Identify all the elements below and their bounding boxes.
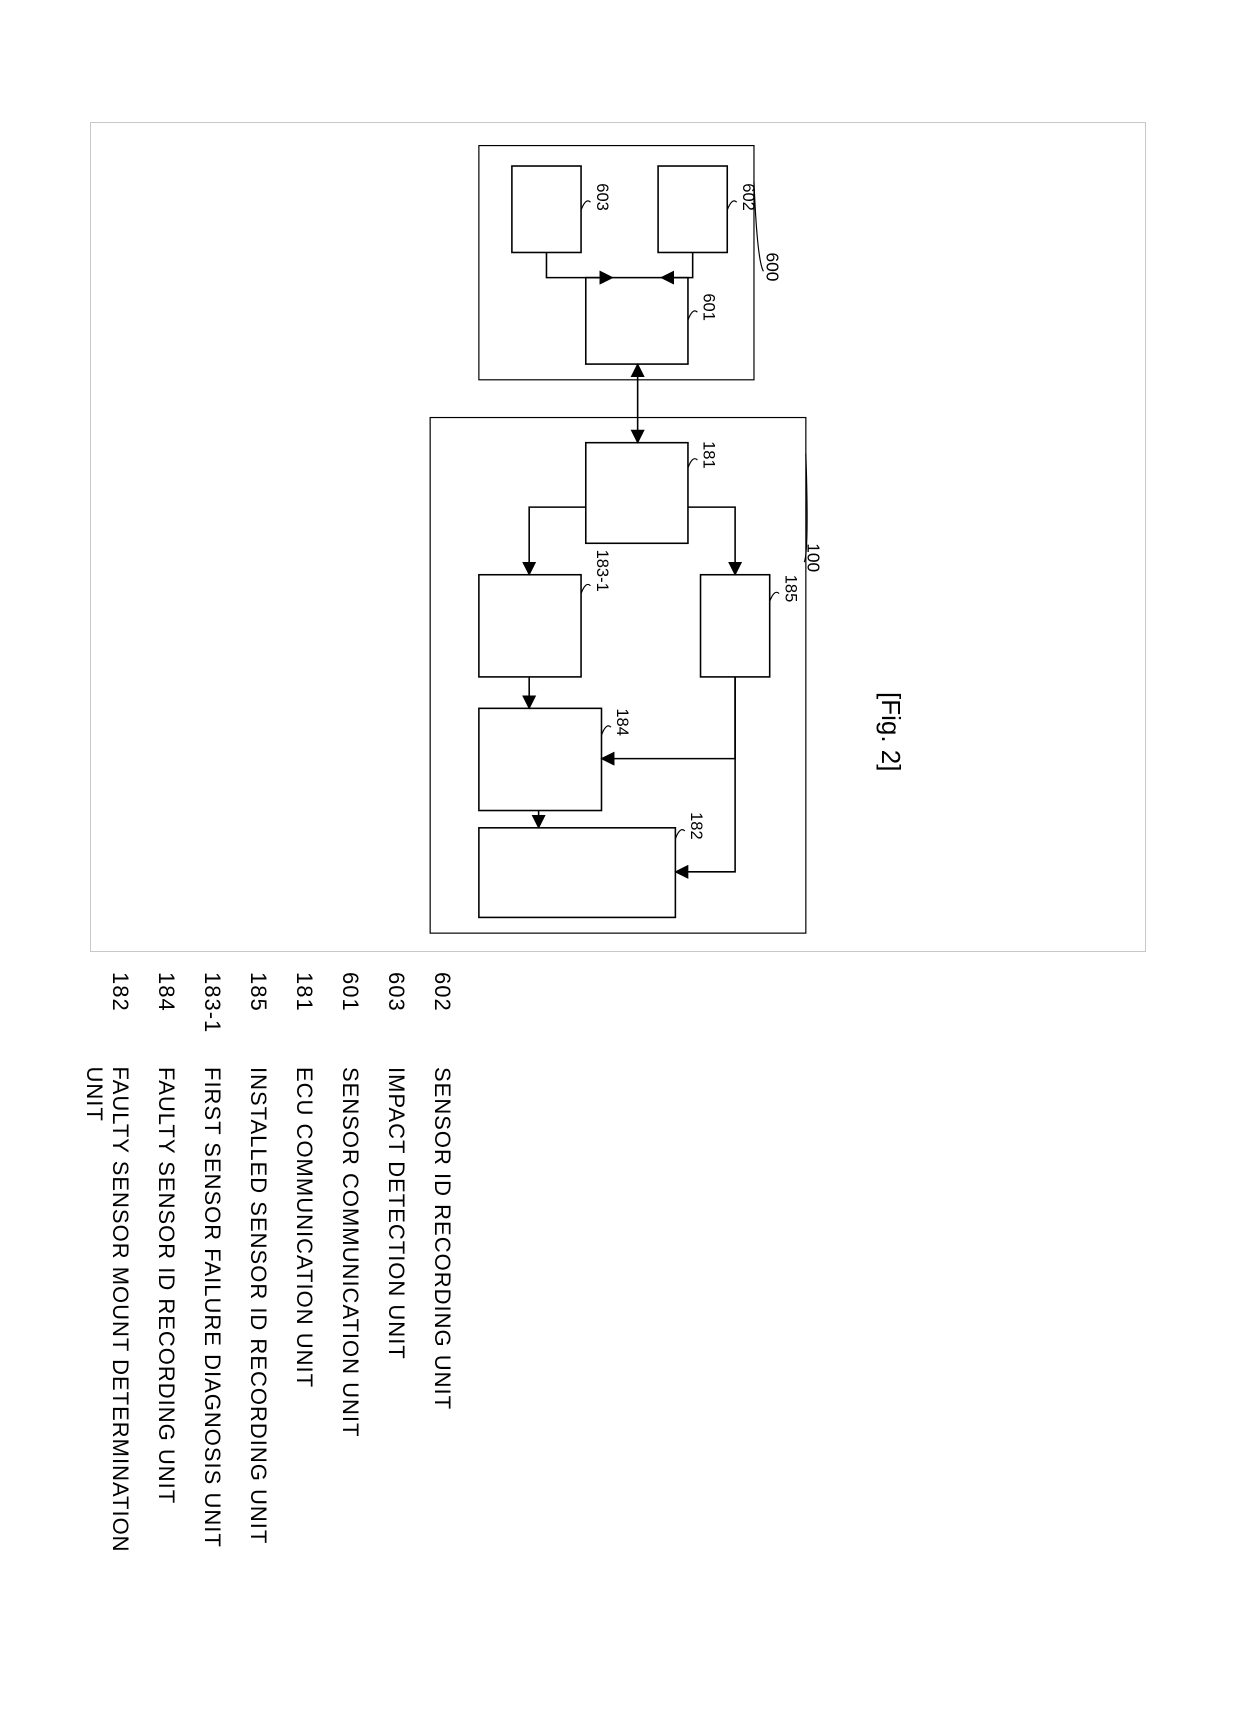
group-box <box>479 146 754 380</box>
leader-line <box>688 459 697 468</box>
leader-line <box>688 311 697 320</box>
block-label: 184 <box>613 708 631 736</box>
legend-row: 183-1FIRST SENSOR FAILURE DIAGNOSIS UNIT <box>199 972 225 1612</box>
leader-line <box>770 592 779 601</box>
block-label: 181 <box>700 441 718 469</box>
page: 600 100 181 182 184 185 601 602 603 183-1 [Fig. 2… <box>0 0 1240 1735</box>
legend-text: SENSOR COMMUNICATION UNIT <box>337 1067 363 1437</box>
block-602 <box>658 166 727 252</box>
block-181 <box>586 443 688 544</box>
legend-row: 603IMPACT DETECTION UNIT <box>383 972 409 1612</box>
legend-number: 181 <box>291 972 317 1067</box>
legend-number: 603 <box>383 972 409 1067</box>
block-185 <box>701 575 770 677</box>
legend-text: SENSOR ID RECORDING UNIT <box>429 1067 455 1410</box>
figure-caption: [Fig. 2] <box>875 692 906 771</box>
block-182 <box>479 828 675 918</box>
legend-text: FIRST SENSOR FAILURE DIAGNOSIS UNIT <box>199 1067 225 1548</box>
legend-text: ECU COMMUNICATION UNIT <box>291 1067 317 1388</box>
legend-text: FAULTY SENSOR ID RECORDING UNIT <box>153 1067 179 1504</box>
block-label: 601 <box>700 293 718 321</box>
block-diagram: 600 100 181 182 184 185 601 602 603 183-1 <box>90 122 1146 952</box>
block-label: 602 <box>739 183 757 211</box>
legend-row: 185INSTALLED SENSOR ID RECORDING UNIT <box>245 972 271 1612</box>
legend-number: 601 <box>337 972 363 1067</box>
legend-text: IMPACT DETECTION UNIT <box>383 1067 409 1360</box>
group-box <box>430 418 806 934</box>
legend-number: 184 <box>153 972 179 1067</box>
block-label: 185 <box>781 575 799 603</box>
legend-row: 601SENSOR COMMUNICATION UNIT <box>337 972 363 1612</box>
block-184 <box>479 708 602 810</box>
block-601 <box>586 278 688 364</box>
legend-text: FAULTY SENSOR MOUNT DETERMINATION UNIT <box>81 1066 133 1612</box>
leader-line <box>601 726 610 735</box>
legend-number: 185 <box>245 972 271 1067</box>
legend-text: INSTALLED SENSOR ID RECORDING UNIT <box>245 1067 271 1544</box>
edge <box>529 507 586 575</box>
edge <box>546 252 612 277</box>
group-label: 600 <box>763 252 783 281</box>
edge <box>675 677 735 872</box>
leader-line <box>581 584 590 593</box>
leader-line <box>675 830 684 839</box>
edge <box>688 507 735 575</box>
block-label: 603 <box>593 183 611 211</box>
legend-row: 182FAULTY SENSOR MOUNT DETERMINATION UNI… <box>81 972 133 1612</box>
block-603 <box>512 166 581 252</box>
legend: 602SENSOR ID RECORDING UNIT 603IMPACT DET… <box>61 972 455 1612</box>
group-label: 100 <box>803 543 823 572</box>
legend-number: 602 <box>429 972 455 1067</box>
block-label: 182 <box>687 812 705 840</box>
legend-row: 184FAULTY SENSOR ID RECORDING UNIT <box>153 972 179 1612</box>
legend-number: 183-1 <box>199 972 225 1067</box>
block-183_1 <box>479 575 581 677</box>
leader-line <box>581 201 590 210</box>
leader-line <box>727 201 736 210</box>
legend-row: 181ECU COMMUNICATION UNIT <box>291 972 317 1612</box>
block-label: 183-1 <box>593 550 611 592</box>
edge <box>661 252 692 277</box>
legend-number: 182 <box>81 972 133 1066</box>
legend-row: 602SENSOR ID RECORDING UNIT <box>429 972 455 1612</box>
